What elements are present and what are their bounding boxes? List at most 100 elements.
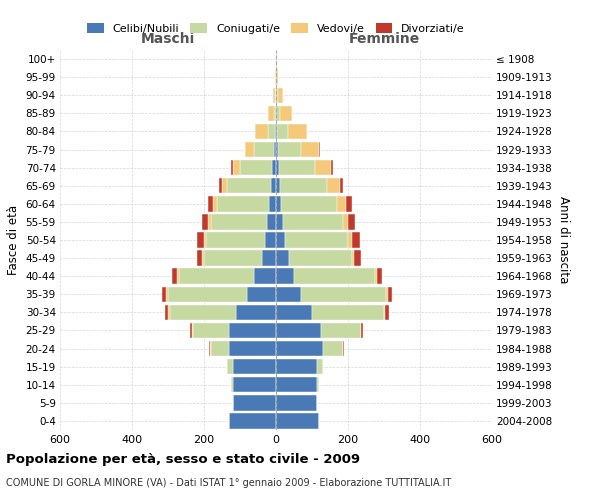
Bar (197, 232, 204, 248)
Bar (276, 359, 317, 374)
Bar (315, 160, 331, 176)
Bar (283, 214, 343, 230)
Bar (211, 341, 229, 356)
Bar (245, 142, 254, 157)
Bar (343, 341, 344, 356)
Bar (276, 124, 277, 139)
Bar (279, 160, 315, 176)
Bar (361, 323, 363, 338)
Bar (388, 286, 392, 302)
Bar (256, 124, 268, 139)
Bar (276, 106, 280, 121)
Bar (268, 124, 275, 139)
Bar (274, 142, 276, 157)
Bar (384, 304, 385, 320)
Bar (233, 377, 276, 392)
Bar (217, 196, 269, 212)
Bar (209, 341, 211, 356)
Bar (275, 124, 276, 139)
Y-axis label: Anni di nascita: Anni di nascita (557, 196, 569, 284)
Bar (294, 268, 375, 284)
Bar (265, 232, 276, 248)
Bar (202, 214, 208, 230)
Bar (343, 214, 348, 230)
Bar (278, 88, 283, 103)
Bar (321, 323, 361, 338)
Bar (377, 268, 382, 284)
Bar (340, 178, 343, 194)
Bar (197, 250, 202, 266)
Bar (168, 286, 247, 302)
Bar (276, 268, 294, 284)
Bar (165, 304, 168, 320)
Bar (276, 304, 312, 320)
Bar (206, 232, 265, 248)
Bar (162, 286, 166, 302)
Bar (247, 286, 276, 302)
Bar (213, 196, 217, 212)
Bar (301, 142, 319, 157)
Bar (276, 178, 280, 194)
Bar (240, 160, 272, 176)
Bar (280, 106, 292, 121)
Bar (348, 214, 355, 230)
Bar (190, 323, 192, 338)
Bar (204, 250, 262, 266)
Bar (301, 286, 386, 302)
Bar (192, 323, 193, 338)
Bar (208, 214, 211, 230)
Bar (276, 377, 317, 392)
Bar (352, 250, 355, 266)
Bar (327, 178, 340, 194)
Bar (337, 196, 346, 212)
Bar (281, 196, 337, 212)
Bar (276, 52, 277, 66)
Bar (386, 286, 388, 302)
Bar (166, 286, 168, 302)
Bar (170, 304, 236, 320)
Bar (275, 70, 276, 85)
Bar (276, 196, 281, 212)
Bar (233, 359, 276, 374)
Bar (276, 414, 319, 428)
Bar (222, 178, 227, 194)
Bar (262, 250, 276, 266)
Bar (276, 341, 323, 356)
Bar (275, 88, 276, 103)
Bar (352, 232, 359, 248)
Bar (211, 214, 267, 230)
Bar (323, 341, 343, 356)
Bar (289, 250, 352, 266)
Bar (317, 359, 323, 374)
Text: COMUNE DI GORLA MINORE (VA) - Dati ISTAT 1° gennaio 2009 - Elaborazione TUTTITAL: COMUNE DI GORLA MINORE (VA) - Dati ISTAT… (6, 478, 451, 488)
Bar (271, 178, 276, 194)
Bar (278, 142, 301, 157)
Bar (312, 304, 384, 320)
Bar (346, 196, 352, 212)
Bar (277, 124, 287, 139)
Bar (355, 250, 361, 266)
Bar (276, 214, 283, 230)
Bar (202, 250, 204, 266)
Text: Femmine: Femmine (349, 32, 419, 46)
Bar (229, 323, 276, 338)
Bar (348, 232, 352, 248)
Bar (276, 250, 289, 266)
Bar (204, 232, 206, 248)
Bar (276, 323, 321, 338)
Bar (229, 341, 276, 356)
Bar (276, 232, 285, 248)
Bar (276, 395, 317, 410)
Bar (269, 196, 276, 212)
Bar (317, 377, 319, 392)
Bar (233, 395, 276, 410)
Bar (219, 178, 222, 194)
Bar (331, 160, 333, 176)
Bar (177, 268, 179, 284)
Bar (276, 160, 279, 176)
Bar (276, 142, 278, 157)
Bar (231, 160, 233, 176)
Y-axis label: Fasce di età: Fasce di età (7, 205, 20, 275)
Bar (385, 304, 389, 320)
Bar (272, 160, 276, 176)
